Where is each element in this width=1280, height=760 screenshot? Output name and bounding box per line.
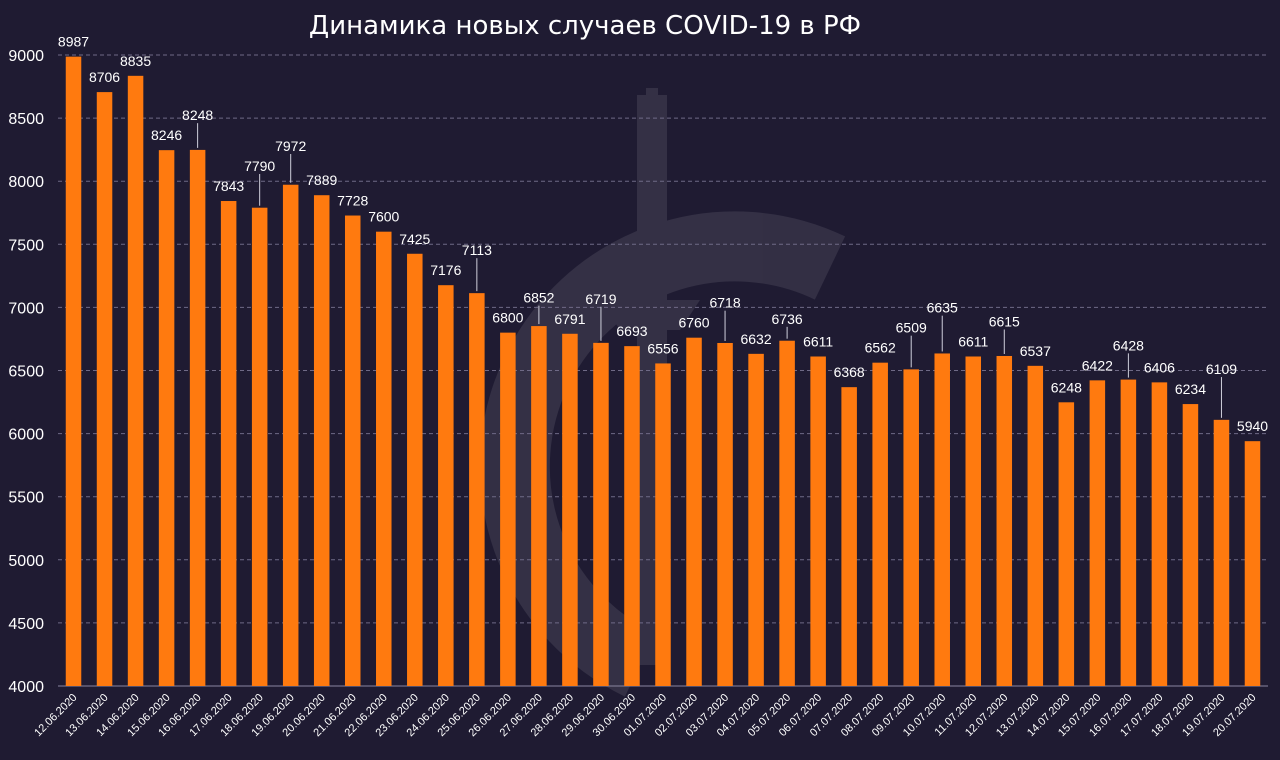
bar [996, 355, 1013, 686]
data-label: 6368 [834, 364, 865, 380]
bar [1027, 365, 1044, 686]
bar [624, 346, 640, 686]
bar [500, 332, 516, 686]
data-label: 7889 [306, 172, 337, 188]
bar [469, 293, 485, 686]
data-label: 6428 [1113, 337, 1144, 353]
data-label: 6615 [989, 313, 1020, 329]
data-label: 6852 [523, 290, 554, 306]
data-label: 7113 [462, 242, 492, 258]
bar [220, 201, 237, 686]
data-label: 6537 [1020, 343, 1051, 359]
data-label: 7600 [368, 209, 399, 225]
data-label: 6248 [1051, 379, 1082, 395]
y-tick-label: 7500 [8, 237, 44, 254]
data-label: 6791 [554, 311, 585, 327]
bars [65, 56, 1261, 687]
bar [562, 333, 578, 686]
bar [251, 207, 268, 686]
bar [282, 184, 299, 687]
data-label: 8248 [182, 107, 213, 123]
data-label: 8987 [58, 34, 89, 50]
bar [1244, 441, 1261, 686]
y-tick-label: 4000 [8, 679, 44, 696]
data-label: 6406 [1144, 359, 1175, 375]
bar [438, 285, 454, 686]
bar [872, 362, 888, 686]
y-tick-label: 4500 [8, 616, 44, 633]
data-label: 7425 [399, 231, 430, 247]
x-axis: 12.06.202013.06.202014.06.202015.06.2020… [32, 692, 1258, 739]
bar [1151, 382, 1168, 686]
data-label: 6611 [958, 333, 988, 349]
bar [1120, 379, 1137, 686]
data-label: 6719 [585, 291, 616, 307]
data-label: 6635 [927, 300, 958, 316]
y-tick-label: 6500 [8, 364, 44, 381]
bar [189, 149, 206, 686]
y-tick-label: 8500 [8, 111, 44, 128]
bar [934, 353, 950, 686]
data-label: 6611 [803, 333, 833, 349]
data-label: 5940 [1237, 418, 1268, 434]
bar [748, 353, 764, 686]
data-label: 7972 [275, 138, 306, 154]
y-axis: 4000 4500 5000 5500 6000 6500 7000 7500 8000 8500… [8, 48, 44, 696]
data-label: 7176 [430, 262, 461, 278]
y-tick-label: 5500 [8, 490, 44, 507]
data-label: 6234 [1175, 381, 1206, 397]
data-label: 6718 [709, 295, 740, 311]
bar [531, 326, 547, 686]
bar [1089, 380, 1106, 686]
bar [376, 231, 392, 686]
bar [344, 215, 361, 686]
bar [127, 75, 144, 686]
bar [1213, 419, 1230, 686]
data-label: 6562 [865, 340, 896, 356]
bar [96, 92, 113, 687]
data-label: 6693 [616, 323, 647, 339]
bar [313, 195, 330, 687]
y-tick-label: 7000 [8, 300, 44, 317]
y-tick-label: 5000 [8, 553, 44, 570]
data-label: 6556 [647, 340, 678, 356]
data-label: 6800 [492, 310, 523, 326]
data-label: 7843 [213, 178, 244, 194]
bar [779, 340, 795, 686]
data-label: 6109 [1206, 361, 1237, 377]
data-label: 7790 [244, 158, 275, 174]
bar [65, 56, 82, 686]
bar [717, 342, 733, 686]
data-label: 6632 [740, 331, 771, 347]
bar [686, 337, 702, 686]
y-tick-label: 6000 [8, 427, 44, 444]
bar [841, 387, 857, 686]
data-label: 6422 [1082, 357, 1113, 373]
data-label: 6509 [896, 320, 927, 336]
bar [158, 150, 175, 687]
y-tick-label: 9000 [8, 48, 44, 65]
data-label: 8246 [151, 127, 182, 143]
data-label: 8835 [120, 53, 151, 69]
bar [1182, 404, 1199, 686]
bar [593, 342, 609, 686]
data-label: 8706 [89, 69, 120, 85]
bar [407, 253, 423, 686]
bar [1058, 402, 1075, 686]
bar [655, 363, 671, 686]
bar [810, 356, 826, 686]
data-label: 7728 [337, 193, 368, 209]
bar [903, 369, 919, 686]
bar [965, 356, 982, 686]
chart-title: Динамика новых случаев COVID-19 в РФ [309, 11, 861, 41]
y-tick-label: 8000 [8, 174, 44, 191]
data-label: 6760 [678, 315, 709, 331]
data-label: 6736 [772, 311, 803, 327]
